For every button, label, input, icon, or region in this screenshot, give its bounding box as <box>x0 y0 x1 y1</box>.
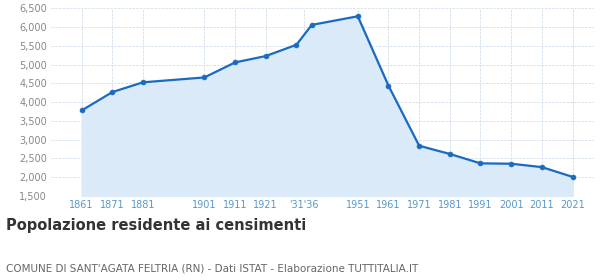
Text: COMUNE DI SANT'AGATA FELTRIA (RN) - Dati ISTAT - Elaborazione TUTTITALIA.IT: COMUNE DI SANT'AGATA FELTRIA (RN) - Dati… <box>6 263 418 273</box>
Text: Popolazione residente ai censimenti: Popolazione residente ai censimenti <box>6 218 306 234</box>
